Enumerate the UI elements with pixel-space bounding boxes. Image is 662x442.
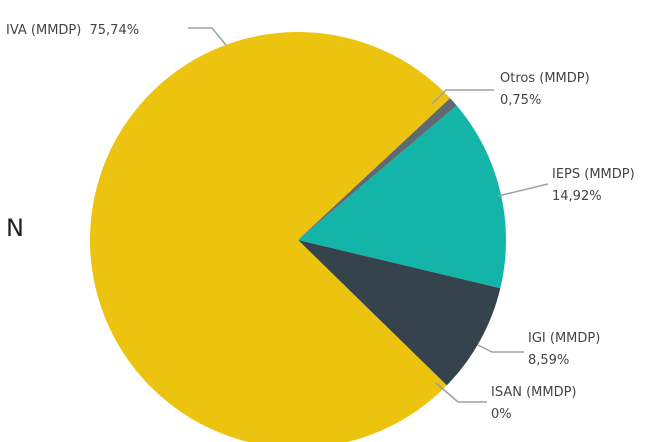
leader-ieps bbox=[497, 183, 549, 197]
leader-isan bbox=[435, 382, 487, 403]
pie-slice-ieps bbox=[298, 105, 506, 289]
label-otros: Otros (MMDP) bbox=[500, 71, 590, 86]
label-iva: IVA (MMDP) 75,74% bbox=[6, 23, 139, 38]
pie-slices bbox=[90, 32, 506, 442]
chart-title-fragment: N bbox=[6, 214, 24, 242]
leader-lines bbox=[188, 27, 549, 403]
value-otros: 0,75% bbox=[500, 93, 541, 108]
label-isan: ISAN (MMDP) bbox=[491, 385, 577, 400]
label-igi: IGI (MMDP) bbox=[528, 331, 600, 346]
pie-slice-igi bbox=[298, 240, 501, 386]
leader-igi bbox=[477, 344, 524, 353]
leader-iva bbox=[188, 27, 227, 46]
label-ieps: IEPS (MMDP) bbox=[552, 167, 635, 182]
leader-otros bbox=[431, 89, 494, 105]
value-isan: 0% bbox=[491, 407, 512, 422]
pie-slice-otros bbox=[298, 98, 457, 240]
pie-slice-iva bbox=[90, 32, 451, 442]
value-igi: 8,59% bbox=[528, 353, 569, 368]
value-ieps: 14,92% bbox=[552, 189, 602, 204]
